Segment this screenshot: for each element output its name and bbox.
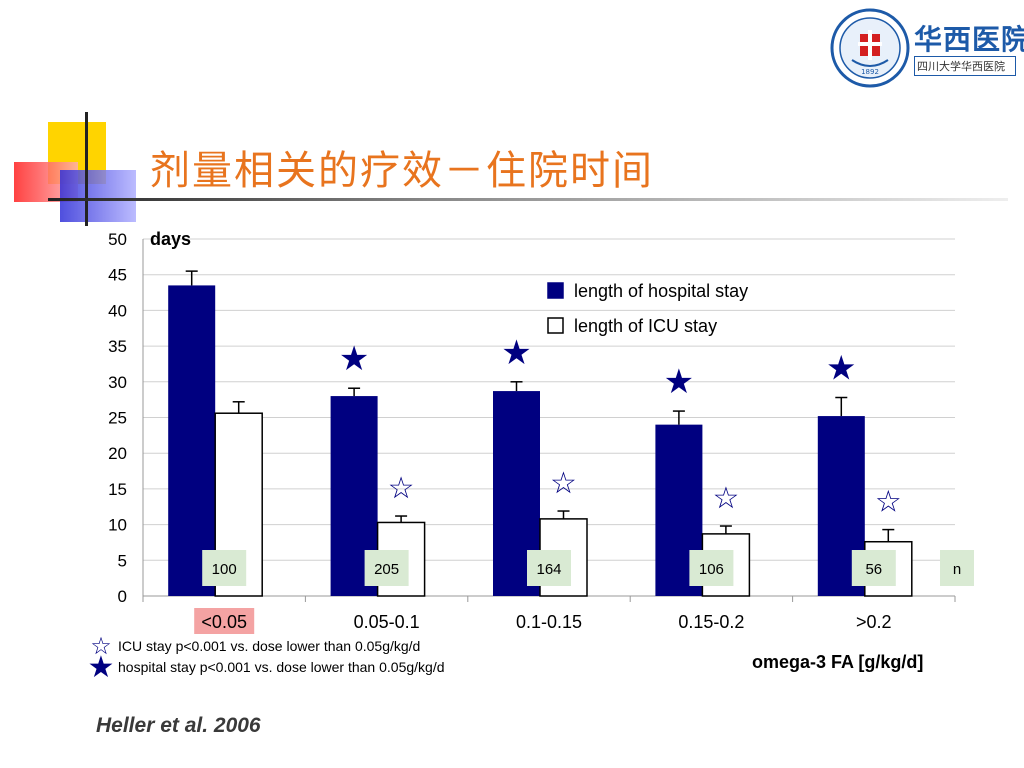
y-tick-label: 25 [108,409,127,428]
citation: Heller et al. 2006 [96,714,261,737]
decor-vertical-line [85,112,88,226]
y-axis-title: days [150,229,191,249]
legend-swatch [547,317,564,334]
y-tick-label: 50 [108,230,127,249]
legend-label: length of ICU stay [574,316,717,336]
footnote-hospital-text: hospital stay p<0.001 vs. dose lower tha… [118,659,445,675]
x-tick-label: 0.05-0.1 [354,612,420,632]
n-box [202,550,247,586]
y-tick-label: 0 [118,587,127,606]
x-tick-label: 0.15-0.2 [678,612,744,632]
filled-star-icon: ★ [826,349,856,389]
hospital-logo: 1892 华西医院 四川大学华西医院 [830,6,1024,90]
legend-swatch [547,282,564,299]
hollow-star-icon: ☆ [90,633,112,660]
category-highlight [194,608,255,634]
hollow-star-icon: ☆ [875,485,902,520]
logo-subtitle: 四川大学华西医院 [914,56,1016,76]
bar-hospital-stay [168,285,216,596]
n-box [364,550,409,586]
footnote-hospital: ★ hospital stay p<0.001 vs. dose lower t… [84,651,445,684]
x-tick-label: <0.05 [201,612,247,632]
footnotes: ☆ ICU stay p<0.001 vs. dose lower than 0… [84,633,445,684]
n-box [851,550,896,586]
logo-cn-name: 华西医院 [914,23,1024,56]
n-value: 56 [865,561,882,578]
hollow-star-icon: ☆ [388,471,415,506]
filled-star-icon: ★ [664,362,694,402]
hollow-star-icon: ☆ [550,466,577,501]
hospital-seal-icon: 1892 [830,8,910,88]
slide-title: 剂量相关的疗效－住院时间 [150,148,654,194]
bars-layer [168,270,913,597]
filled-star-icon: ★ [87,651,115,684]
n-box [689,550,734,586]
y-tick-label: 30 [108,373,127,392]
x-tick-label: 0.1-0.15 [516,612,582,632]
y-tick-label: 15 [108,480,127,499]
n-value: 205 [374,561,399,578]
labels-layer: 0 5 10 15 20 25 30 35 40 45 50 days 100 <0.05 ★ ☆ 205 0.0… [108,229,974,634]
n-label: n [953,561,961,578]
legend-label: length of hospital stay [574,281,748,301]
hollow-star-icon: ☆ [712,481,739,516]
n-box [527,550,571,586]
footnote-icu-text: ICU stay p<0.001 vs. dose lower than 0.0… [118,638,421,654]
decor-horizontal-line [48,198,1008,201]
n-label-box [940,550,974,586]
decor-blue-square [60,170,136,222]
n-value: 106 [699,561,724,578]
filled-star-icon: ★ [339,339,369,379]
n-value: 100 [212,561,237,578]
svg-text:1892: 1892 [861,68,879,76]
n-value: 164 [536,561,561,578]
y-tick-label: 35 [108,337,127,356]
y-tick-label: 40 [108,301,127,320]
x-axis-title: omega-3 FA [g/kg/d] [752,652,924,672]
y-tick-label: 20 [108,444,127,463]
footnote-icu: ☆ ICU stay p<0.001 vs. dose lower than 0… [84,633,445,660]
y-tick-label: 45 [108,266,127,285]
filled-star-icon: ★ [501,333,531,373]
y-tick-label: 5 [118,551,127,570]
x-tick-label: >0.2 [856,612,892,632]
y-tick-label: 10 [108,516,127,535]
